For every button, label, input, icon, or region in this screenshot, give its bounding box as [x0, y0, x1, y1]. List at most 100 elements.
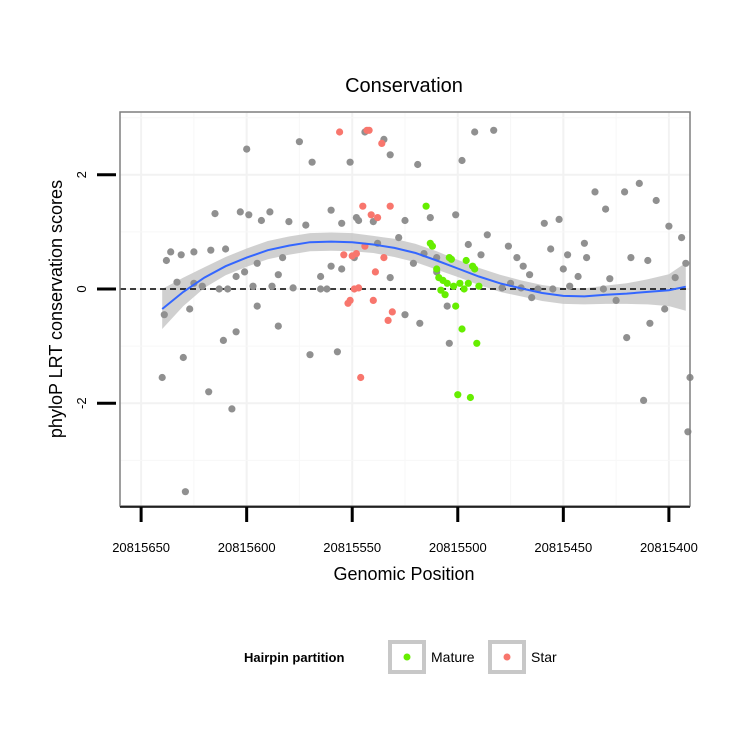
data-point-mature: [443, 279, 451, 287]
data-point-mature: [475, 282, 483, 290]
data-point-other: [285, 218, 293, 226]
data-point-mature: [441, 291, 449, 299]
data-point-other: [682, 259, 690, 267]
data-point-other: [257, 216, 265, 225]
data-point-other: [490, 126, 498, 134]
x-tick-label: 20815650: [112, 540, 170, 555]
loess-smooth-line: [161, 240, 687, 310]
data-point-star: [388, 308, 396, 316]
data-point-star: [386, 202, 394, 210]
y-tick-label: 2: [74, 171, 89, 178]
data-point-other: [646, 319, 654, 327]
data-point-other: [513, 254, 521, 262]
data-point-other: [477, 251, 485, 259]
data-point-other: [414, 160, 422, 169]
data-point-other: [162, 256, 170, 265]
data-point-other: [190, 248, 198, 256]
data-point-other: [279, 254, 287, 262]
data-point-star: [336, 128, 344, 136]
data-point-other: [224, 285, 232, 293]
data-point-other: [160, 311, 168, 319]
data-point-mature: [447, 255, 455, 263]
data-point-other: [338, 219, 346, 227]
data-point-other: [211, 210, 219, 218]
data-point-other: [464, 240, 472, 249]
data-point-other: [623, 334, 631, 342]
data-point-other: [245, 211, 253, 219]
data-point-other: [401, 311, 409, 319]
data-point-other: [241, 268, 249, 276]
data-point-other: [564, 251, 572, 259]
data-point-star: [340, 251, 348, 259]
data-point-mature: [452, 302, 460, 310]
data-point-other: [232, 328, 240, 336]
legend-key-star: Star: [488, 640, 557, 674]
legend-key-dot-mature: [403, 653, 411, 661]
data-point-mature: [471, 265, 479, 273]
data-point-other: [215, 285, 223, 293]
data-point-other: [627, 254, 635, 262]
data-point-other: [317, 272, 325, 281]
x-tick-label: 20815450: [534, 540, 592, 555]
data-point-mature: [460, 285, 468, 293]
data-point-other: [253, 302, 261, 310]
y-axis: -2 0 2: [74, 171, 116, 409]
data-point-other: [177, 251, 185, 259]
data-point-other: [498, 284, 506, 292]
data-point-other: [606, 275, 614, 283]
y-tick-label: 0: [74, 285, 89, 292]
data-point-other: [401, 216, 409, 225]
data-point-other: [274, 322, 282, 330]
data-point-star: [369, 296, 377, 304]
data-point-star: [378, 139, 386, 147]
data-point-other: [268, 282, 276, 290]
data-point-mature: [437, 286, 445, 294]
y-axis-title: phyloP LRT conservation scores: [46, 180, 66, 438]
legend-label-mature: Mature: [431, 649, 475, 665]
chart-title: Conservation: [345, 75, 463, 97]
data-point-other: [445, 339, 453, 347]
data-point-mature: [428, 242, 436, 250]
data-point-other: [678, 234, 686, 242]
data-point-other: [228, 405, 236, 413]
data-point-other: [236, 208, 244, 216]
data-point-other: [644, 256, 652, 265]
data-point-other: [219, 336, 227, 344]
data-point-other: [519, 262, 527, 270]
data-point-other: [253, 259, 261, 267]
data-point-other: [333, 348, 341, 356]
data-point-star: [346, 296, 354, 304]
data-point-star: [365, 126, 373, 134]
data-point-other: [635, 179, 643, 187]
data-point-other: [640, 396, 648, 404]
data-point-other: [483, 231, 491, 239]
data-point-other: [549, 285, 557, 293]
data-point-star: [371, 268, 379, 276]
data-point-other: [504, 242, 512, 250]
data-point-other: [266, 208, 274, 216]
data-point-mature: [454, 391, 462, 399]
data-point-mature: [462, 256, 470, 265]
data-point-mature: [422, 202, 430, 210]
data-point-other: [559, 265, 567, 273]
data-point-other: [243, 145, 251, 153]
data-point-other: [652, 196, 660, 205]
data-point-other: [306, 351, 314, 359]
data-point-other: [566, 282, 574, 290]
plot-area: [119, 111, 694, 507]
points-layer: [158, 126, 694, 496]
data-point-other: [452, 211, 460, 219]
data-point-other: [671, 274, 679, 282]
x-tick-label: 20815500: [429, 540, 487, 555]
smooth-line-layer: [161, 240, 687, 310]
data-point-other: [602, 205, 610, 213]
data-point-other: [198, 282, 206, 290]
data-point-other: [179, 353, 187, 362]
data-point-mature: [433, 265, 441, 273]
data-point-other: [591, 188, 599, 196]
data-point-star: [384, 316, 392, 324]
data-point-mature: [456, 279, 464, 287]
x-tick-label: 20815400: [640, 540, 698, 555]
data-point-mature: [464, 279, 472, 287]
data-point-mature: [473, 339, 481, 347]
